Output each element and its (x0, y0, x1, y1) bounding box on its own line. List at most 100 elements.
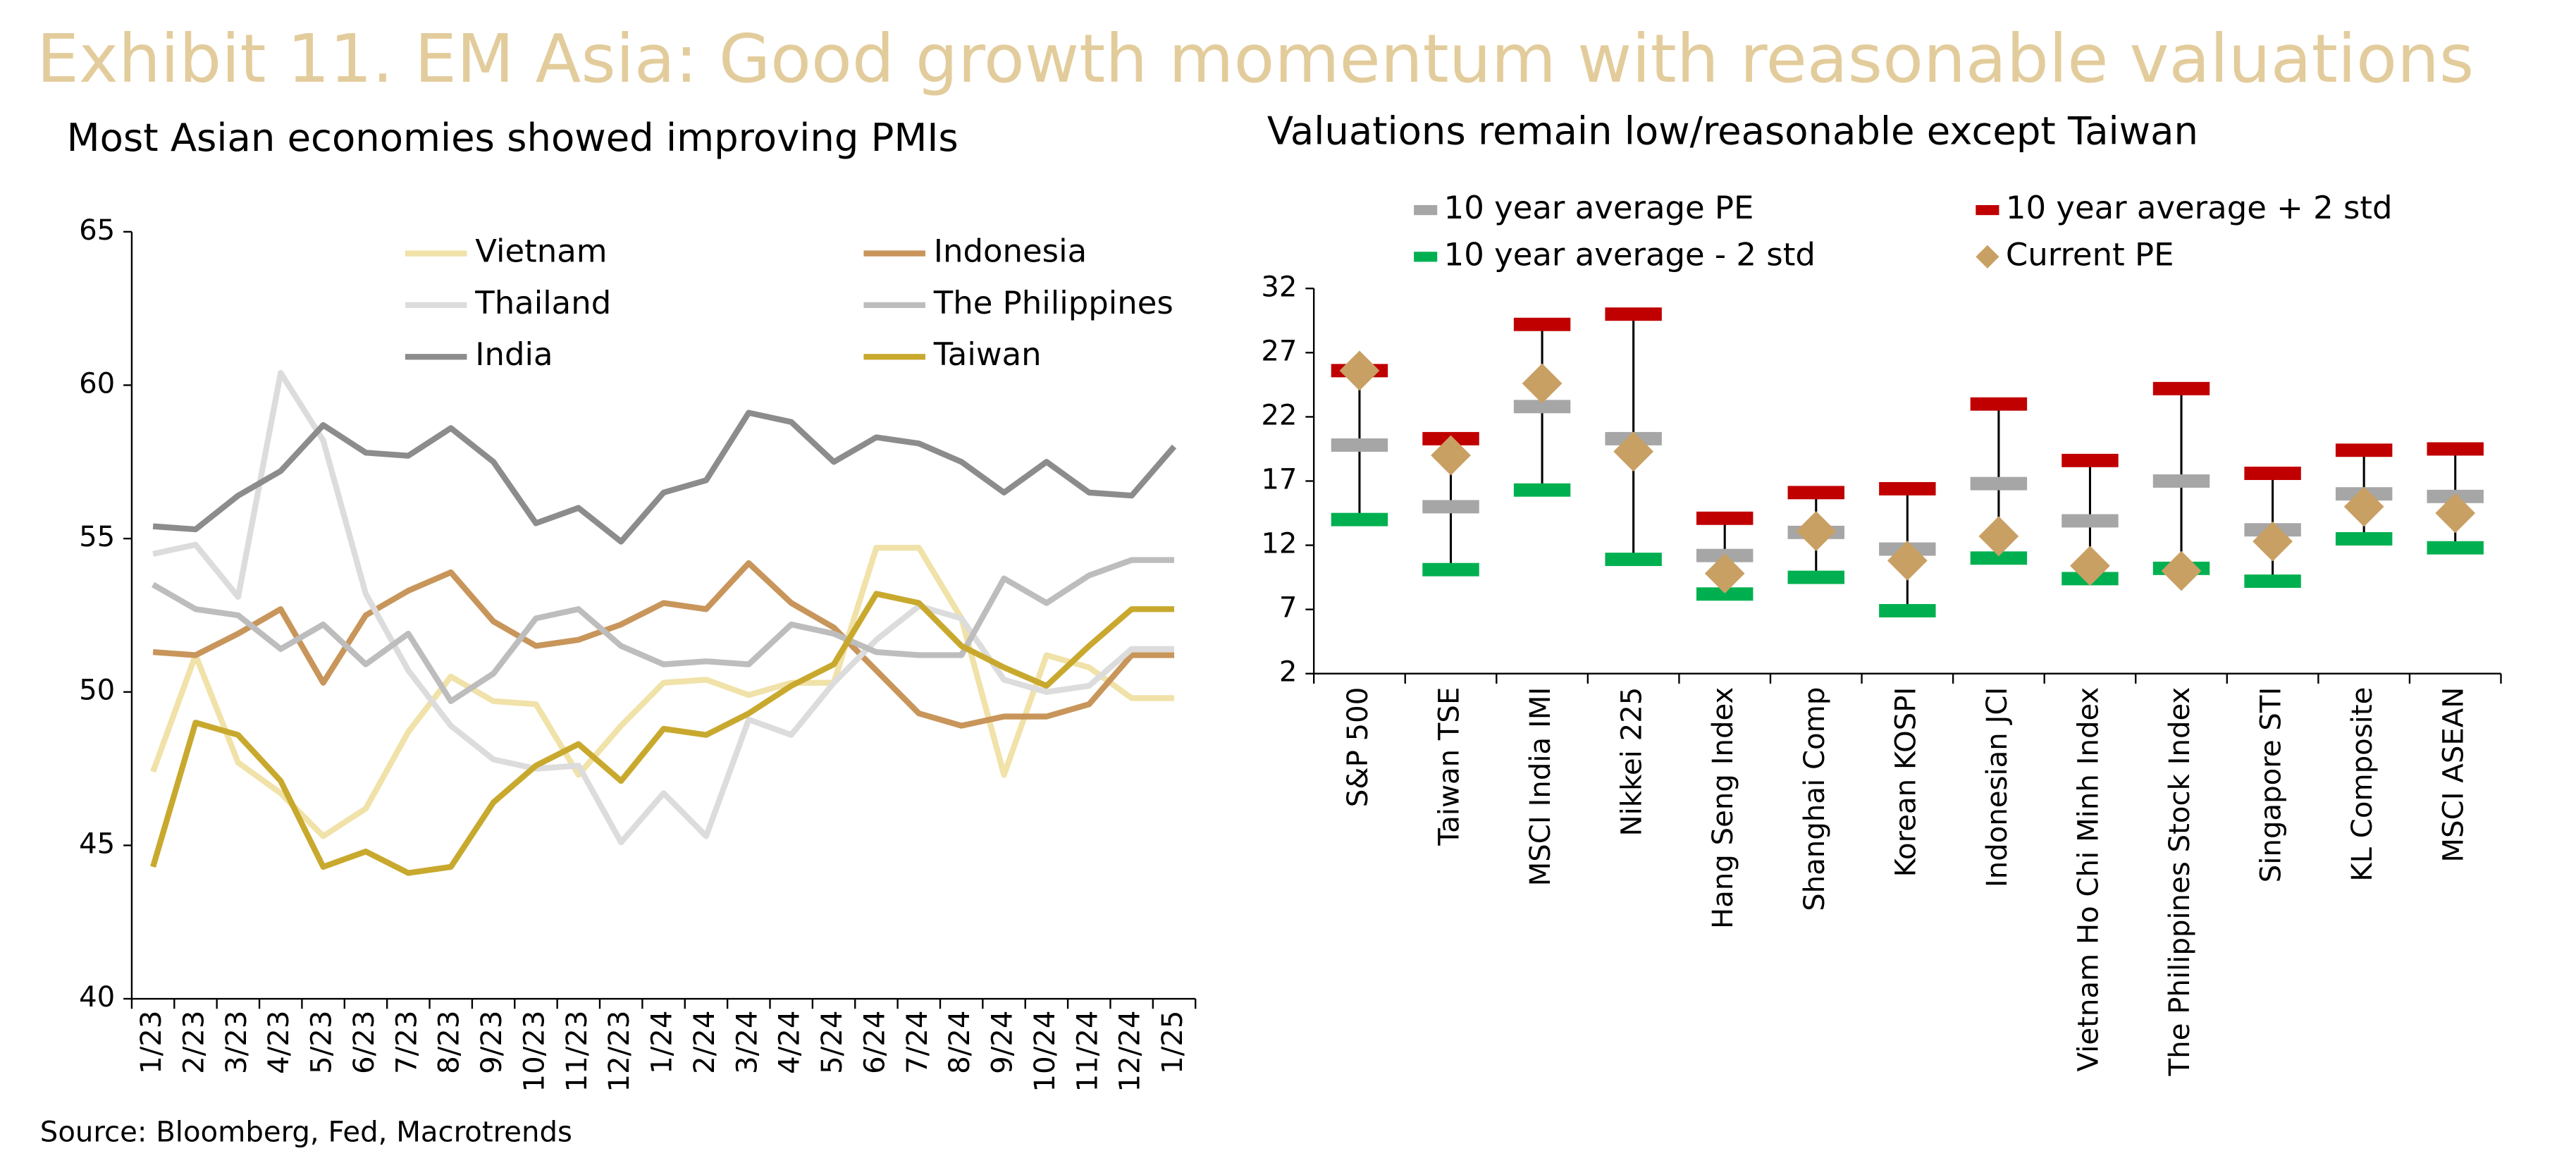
range-marker (1879, 603, 1936, 617)
range-marker (2152, 381, 2210, 395)
range-marker (2427, 541, 2484, 555)
current-diamond (1978, 516, 2019, 557)
x-tick-label: Taiwan TSE (1434, 687, 1466, 847)
x-tick-label: 3/24 (731, 1011, 763, 1074)
x-tick-label: 9/24 (987, 1011, 1019, 1074)
series-line (152, 369, 1175, 846)
x-tick-label: 3/23 (221, 1011, 253, 1074)
x-tick-label: MSCI ASEAN (2438, 687, 2470, 863)
range-marker (2152, 474, 2210, 488)
x-tick-label: 4/23 (263, 1011, 295, 1074)
legend-label: 10 year average - 2 std (1444, 235, 1816, 273)
x-tick-label: 12/24 (1114, 1011, 1147, 1092)
legend-swatch (1976, 245, 1999, 269)
x-tick-label: The Philippines Stock Index (2164, 687, 2196, 1077)
y-tick-label: 45 (79, 827, 115, 860)
x-tick-label: 10/23 (518, 1011, 550, 1092)
legend-label: Current PE (2006, 235, 2174, 273)
x-tick-label: 2/23 (178, 1011, 210, 1074)
x-tick-label: 6/23 (348, 1011, 381, 1074)
x-tick-label: 11/24 (1071, 1011, 1104, 1092)
series-line (152, 560, 1175, 729)
legend-swatch (1414, 252, 1438, 262)
series-line (152, 410, 1177, 545)
y-tick-label: 22 (1261, 399, 1297, 431)
x-tick-label: 5/23 (306, 1011, 338, 1074)
x-tick-label: 4/24 (774, 1011, 806, 1074)
current-diamond (1796, 511, 1837, 551)
x-tick-label: S&P 500 (1342, 687, 1374, 808)
range-marker (1605, 553, 1662, 567)
y-tick-label: 17 (1261, 463, 1297, 496)
x-tick-label: 1/25 (1157, 1011, 1189, 1074)
x-tick-label: 9/23 (476, 1011, 508, 1074)
range-marker (2335, 443, 2393, 457)
x-tick-label: MSCI India IMI (1524, 687, 1557, 887)
right-title: Valuations remain low/reasonable except … (1267, 109, 2198, 153)
legend-label: Vietnam (475, 233, 607, 270)
exhibit-title: Exhibit 11. EM Asia: Good growth momentu… (37, 20, 2474, 98)
range-marker (2427, 442, 2484, 456)
x-tick-label: 7/23 (390, 1011, 423, 1074)
y-tick-label: 60 (79, 367, 115, 400)
series-line (152, 557, 1175, 704)
x-tick-label: 5/24 (816, 1011, 849, 1074)
x-tick-label: Vietnam Ho Chi Minh Index (2072, 687, 2104, 1072)
current-diamond (1522, 363, 1563, 404)
x-tick-label: Hang Seng Index (1707, 687, 1739, 929)
legend-label: Thailand (474, 284, 611, 321)
current-diamond (2070, 546, 2110, 586)
y-tick-label: 7 (1279, 592, 1298, 624)
y-tick-label: 12 (1261, 528, 1297, 560)
y-tick-label: 40 (79, 981, 115, 1014)
x-tick-label: Indonesian JCI (1981, 687, 2014, 887)
range-marker (1879, 481, 1936, 496)
x-tick-label: 6/24 (858, 1011, 891, 1074)
range-marker (1422, 562, 1479, 577)
y-tick-label: 55 (79, 521, 115, 553)
x-tick-label: KL Composite (2346, 687, 2379, 882)
legend-swatch (1976, 204, 1999, 216)
x-tick-label: Shanghai Comp (1799, 687, 1831, 911)
x-tick-label: Singapore STI (2255, 687, 2288, 883)
range-marker (1787, 486, 1844, 500)
current-diamond (2343, 486, 2384, 527)
current-diamond (2161, 550, 2202, 591)
current-diamond (2253, 521, 2293, 562)
range-marker (2062, 453, 2119, 467)
current-diamond (1339, 350, 1380, 391)
x-tick-label: 1/23 (135, 1011, 168, 1074)
x-tick-label: 11/23 (561, 1011, 593, 1092)
range-marker (1513, 483, 1571, 497)
left-title: Most Asian economies showed improving PM… (67, 116, 959, 160)
range-marker (2062, 514, 2119, 528)
range-marker (1970, 397, 2028, 411)
source: Source: Bloomberg, Fed, Macrotrends (40, 1116, 572, 1149)
current-diamond (1613, 431, 1654, 472)
y-tick-label: 2 (1279, 656, 1298, 689)
x-tick-label: Nikkei 225 (1616, 687, 1648, 837)
current-diamond (1704, 553, 1745, 594)
current-diamond (1431, 435, 1471, 476)
x-tick-label: 8/23 (433, 1011, 466, 1074)
legend-swatch (1414, 204, 1438, 216)
range-marker (1331, 438, 1388, 452)
legend-label: Taiwan (933, 336, 1042, 373)
x-tick-label: 1/24 (646, 1011, 679, 1074)
current-diamond (1887, 541, 1928, 581)
range-marker (1422, 500, 1479, 514)
legend-label: India (475, 336, 553, 373)
x-tick-label: Korean KOSPI (1890, 687, 1922, 878)
range-marker (1970, 476, 2028, 491)
x-tick-label: 8/24 (944, 1011, 976, 1074)
range-marker (1970, 551, 2028, 565)
series-line (150, 545, 1175, 839)
x-tick-label: 2/24 (689, 1011, 721, 1074)
range-marker (2335, 531, 2393, 546)
legend-label: 10 year average + 2 std (2006, 189, 2393, 226)
y-tick-label: 32 (1261, 271, 1297, 303)
range-marker (1513, 400, 1571, 414)
legend-label: The Philippines (933, 284, 1173, 321)
range-marker (2244, 574, 2301, 589)
